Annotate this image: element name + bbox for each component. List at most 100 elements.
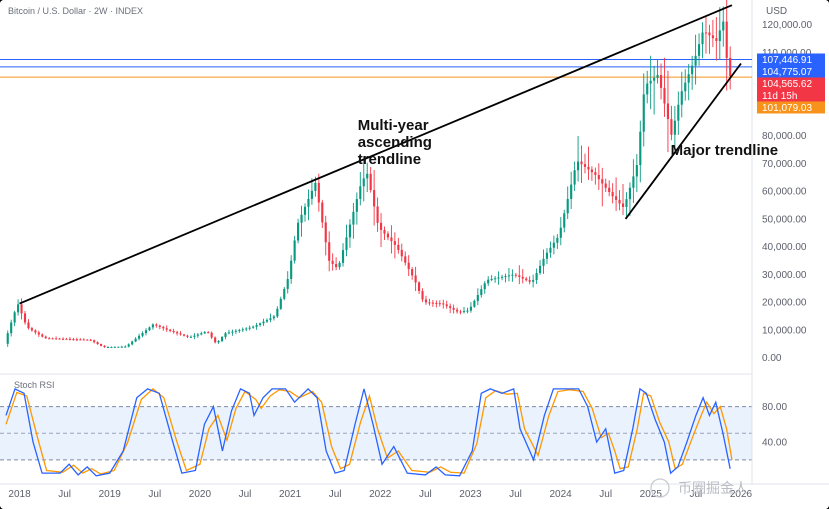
candle-body <box>390 237 393 242</box>
candle-body <box>310 190 313 199</box>
x-tick-label: 2026 <box>730 489 753 500</box>
candle-body <box>435 302 438 304</box>
candle-body <box>559 227 562 238</box>
chart-title: Bitcoin / U.S. Dollar · 2W · INDEX <box>8 6 143 16</box>
candle-body <box>200 333 203 335</box>
candle-body <box>456 309 459 312</box>
candle-body <box>666 103 670 120</box>
candle-body <box>179 333 182 335</box>
candle-body <box>511 274 514 276</box>
price-badge-label: 101,079.03 <box>762 103 812 114</box>
candle-body <box>397 244 400 250</box>
candle-body <box>487 279 490 284</box>
stoch-rsi-d-line <box>5 388 733 475</box>
candle-body <box>525 278 528 281</box>
candle-body <box>483 283 486 290</box>
x-tick-label: Jul <box>148 489 161 500</box>
candle-body <box>58 338 61 340</box>
candle-body <box>452 307 455 310</box>
candle-body <box>79 339 82 341</box>
candle-body <box>697 44 701 56</box>
candle-body <box>124 346 127 348</box>
candle-body <box>528 280 531 282</box>
horizontal-price-lines <box>0 58 752 78</box>
candle-body <box>297 222 300 241</box>
stoch-rsi-label: Stoch RSI <box>14 380 55 390</box>
candle-body <box>729 57 732 76</box>
candle-body <box>13 312 16 323</box>
x-tick-label: Jul <box>239 489 252 500</box>
trendlines <box>19 4 742 305</box>
stoch-rsi-lines <box>5 387 733 477</box>
candle-body <box>649 80 652 84</box>
candle-body <box>341 250 345 263</box>
candle-body <box>89 339 92 341</box>
candle-body <box>34 330 37 333</box>
candle-body <box>151 324 154 328</box>
candle-body <box>182 334 186 336</box>
x-tick-label: Jul <box>419 489 432 500</box>
candle-body <box>37 332 40 335</box>
candle-body <box>684 82 687 92</box>
candle-body <box>245 328 248 330</box>
candle-body <box>303 206 307 215</box>
candle-body <box>158 325 161 327</box>
watermark-logo-icon <box>650 478 670 498</box>
candle-body <box>335 263 338 268</box>
x-tick-label: 2023 <box>459 489 482 500</box>
candle-body <box>269 318 272 320</box>
candle-body <box>279 298 282 309</box>
candle-body <box>103 345 106 348</box>
x-tick-label: 2019 <box>99 489 122 500</box>
x-tick-label: Jul <box>689 489 702 500</box>
candle-body <box>414 275 417 283</box>
candle-body <box>307 198 310 207</box>
candle-body <box>514 274 517 276</box>
candle-body <box>248 327 251 329</box>
annotation-line: Major trendline <box>671 142 779 159</box>
stoch-rsi-axis: 40.00 80.00 <box>762 402 787 448</box>
candle-body <box>421 290 424 300</box>
price-badge-label: 107,446.91 <box>762 55 812 66</box>
candle-body <box>639 131 642 166</box>
candle-body <box>424 299 428 303</box>
candle-body <box>542 258 545 266</box>
y-tick-label: 20,000.00 <box>762 298 807 309</box>
candle-body <box>162 326 165 329</box>
candle-body <box>44 336 47 339</box>
x-tick-label: 2024 <box>549 489 572 500</box>
candle-body <box>10 322 13 334</box>
candle-body <box>428 302 431 304</box>
candle-body <box>608 187 611 193</box>
candle-body <box>687 74 690 83</box>
candle-body <box>677 104 680 121</box>
candle-body <box>106 347 110 349</box>
candle-body <box>459 311 462 313</box>
watermark: 币圈掘金人 <box>650 478 748 498</box>
annotation-line: trendline <box>358 151 421 168</box>
time-axis: 2018 Jul 2019 Jul 2020 Jul 2021 Jul 2022 Jul 2023 J… <box>8 489 752 500</box>
candle-body <box>352 211 355 225</box>
price-badge-label: 104,775.07 <box>762 67 812 78</box>
candle-body <box>442 303 445 305</box>
candle-body <box>625 199 628 207</box>
candle-body <box>366 173 369 179</box>
candle-body <box>252 326 255 328</box>
candle-body <box>594 172 597 176</box>
candle-body <box>227 332 231 334</box>
price-badge-label: 11d 15h <box>762 91 797 102</box>
candle-body <box>469 306 472 311</box>
currency-label: USD <box>766 6 787 17</box>
candle-body <box>82 339 85 341</box>
y-tick-label: 70,000.00 <box>762 159 807 170</box>
candle-body <box>518 275 521 277</box>
candle-body <box>449 306 452 308</box>
candle-body <box>23 313 27 323</box>
candle-body <box>615 196 618 200</box>
candle-body <box>653 77 656 81</box>
candle-body <box>155 324 158 326</box>
x-tick-label: Jul <box>509 489 522 500</box>
candle-body <box>189 336 193 338</box>
candle-body <box>127 344 130 347</box>
candle-body <box>355 199 358 212</box>
